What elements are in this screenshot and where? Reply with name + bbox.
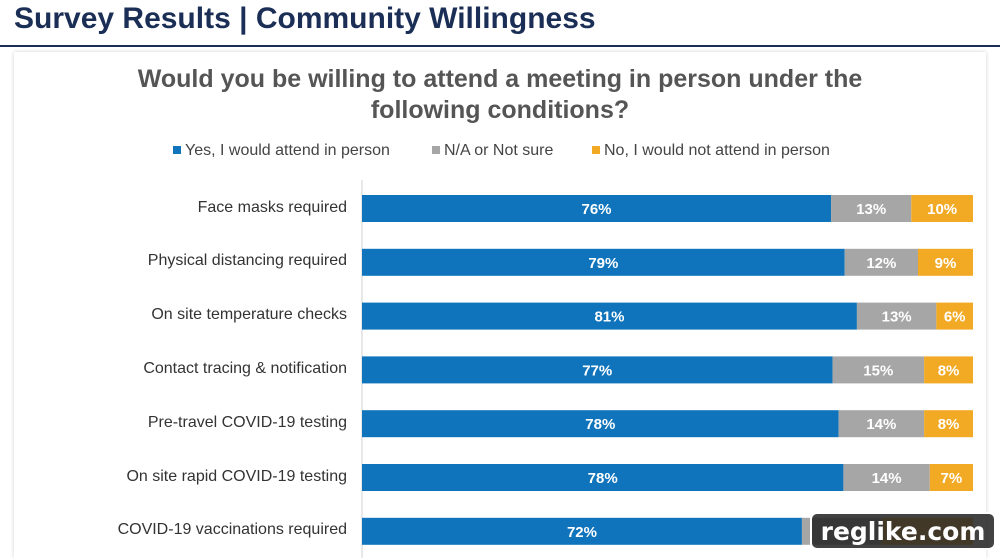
bar-segment [843, 464, 930, 491]
bar-segment [362, 464, 844, 491]
bar-segment [856, 302, 937, 330]
data-label: 76% [582, 201, 612, 218]
data-label: 14% [866, 416, 896, 433]
data-label: 77% [582, 362, 612, 379]
bar-segment [832, 356, 925, 384]
bar-segment [831, 195, 912, 222]
legend-swatch-yes [173, 146, 181, 154]
category-label: Physical distancing required [147, 252, 347, 270]
bar-segment [844, 248, 919, 276]
chart-title: Would you be willing to attend a meeting… [137, 65, 863, 124]
bar-segment [838, 410, 925, 438]
bar-segment [924, 356, 973, 384]
legend-label-na: N/A or Not sure [444, 142, 554, 159]
data-label: 78% [585, 416, 615, 433]
data-label: 6% [944, 309, 966, 326]
bar-segment [362, 517, 802, 545]
category-label: COVID-19 vaccinations required [117, 521, 347, 539]
legend-label-yes: Yes, I would attend in person [185, 142, 390, 159]
legend-swatch-no [592, 146, 600, 154]
legend-label-no: No, I would not attend in person [604, 142, 830, 159]
data-label: 10% [927, 201, 957, 218]
legend-swatch-na [432, 146, 440, 154]
data-label: 13% [856, 201, 886, 218]
data-label: 13% [882, 309, 912, 326]
data-label: 14% [872, 470, 902, 487]
data-label: 79% [588, 255, 618, 272]
category-label: On site temperature checks [151, 306, 347, 324]
bar-segment [929, 464, 973, 491]
watermark-badge: reglike.com [810, 512, 996, 550]
data-label: 9% [935, 255, 957, 272]
legend-item-na: N/A or Not sure [432, 142, 553, 160]
page-title: Survey Results | Community Willingness [14, 2, 596, 35]
legend-item-yes: Yes, I would attend in person [173, 142, 390, 160]
bar-segment [362, 356, 833, 384]
header-divider [0, 45, 1000, 47]
data-label: 8% [938, 416, 960, 433]
bar-segment [362, 302, 857, 330]
category-label: Face masks required [197, 198, 347, 216]
page-header: Survey Results | Community Willingness [0, 0, 1000, 47]
data-label: 12% [866, 255, 896, 272]
data-label: 15% [863, 362, 893, 379]
data-label: 78% [588, 470, 618, 487]
data-label: 81% [594, 309, 624, 326]
category-label: Contact tracing & notification [143, 359, 347, 377]
data-label: 72% [567, 524, 597, 541]
bar-segment [362, 410, 839, 438]
bar-segment [911, 195, 973, 222]
category-label: Pre-travel COVID-19 testing [147, 413, 347, 431]
bar-segment [362, 248, 845, 276]
bar-segment [362, 195, 832, 222]
watermark-text: reglike.com [820, 517, 986, 546]
bar-segment [936, 302, 973, 330]
data-label: 8% [938, 362, 960, 379]
bar-segment [918, 248, 973, 276]
bar-segment [924, 410, 973, 438]
legend-item-no: No, I would not attend in person [592, 142, 830, 160]
data-label: 7% [941, 470, 963, 487]
chart-legend: Yes, I would attend in person N/A or Not… [0, 142, 1000, 162]
category-label: On site rapid COVID-19 testing [126, 467, 347, 485]
